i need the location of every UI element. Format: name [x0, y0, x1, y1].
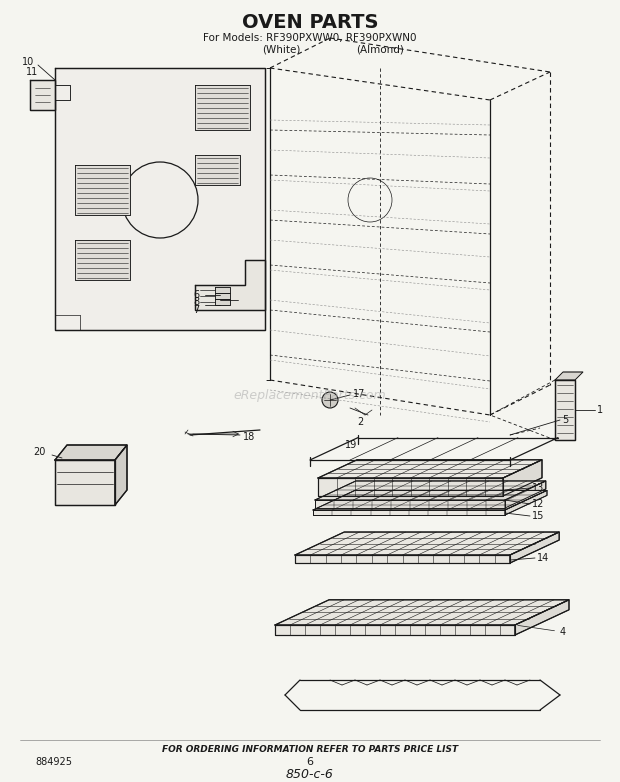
Text: 2: 2	[357, 417, 363, 427]
Polygon shape	[275, 600, 569, 625]
Text: (White): (White)	[262, 45, 300, 55]
Text: 15: 15	[532, 511, 544, 521]
Polygon shape	[215, 287, 230, 293]
Text: For Models: RF390PXWW0, RF390PXWN0: For Models: RF390PXWW0, RF390PXWN0	[203, 33, 417, 43]
Text: 884925: 884925	[35, 757, 72, 767]
Text: 6: 6	[193, 290, 199, 300]
Polygon shape	[505, 481, 546, 508]
Polygon shape	[55, 445, 127, 460]
Polygon shape	[215, 299, 230, 305]
Polygon shape	[195, 85, 250, 130]
Text: 11: 11	[26, 67, 38, 77]
Polygon shape	[275, 625, 515, 635]
Text: 12: 12	[532, 499, 544, 509]
Text: 8: 8	[193, 297, 199, 307]
Text: 850-c-6: 850-c-6	[286, 769, 334, 781]
Text: 6: 6	[306, 757, 314, 767]
Polygon shape	[75, 240, 130, 280]
Text: (Almond): (Almond)	[356, 45, 404, 55]
Polygon shape	[30, 80, 55, 110]
Text: OVEN PARTS: OVEN PARTS	[242, 13, 378, 31]
Polygon shape	[313, 510, 505, 515]
Polygon shape	[195, 155, 240, 185]
Polygon shape	[315, 500, 505, 508]
Text: 4: 4	[518, 626, 566, 637]
Polygon shape	[555, 380, 575, 440]
Polygon shape	[55, 460, 115, 505]
Text: 14: 14	[537, 553, 549, 563]
Polygon shape	[215, 293, 230, 299]
Polygon shape	[55, 68, 265, 330]
Polygon shape	[503, 460, 542, 496]
Text: 5: 5	[562, 415, 569, 425]
Text: 7: 7	[193, 305, 199, 315]
Polygon shape	[55, 68, 70, 100]
Polygon shape	[313, 490, 547, 510]
Text: 18: 18	[243, 432, 255, 442]
Text: 1: 1	[597, 405, 603, 415]
Polygon shape	[75, 165, 130, 215]
Polygon shape	[115, 445, 127, 505]
Circle shape	[322, 392, 338, 408]
Polygon shape	[318, 478, 503, 496]
Text: 17: 17	[353, 389, 365, 399]
Polygon shape	[510, 532, 559, 563]
Polygon shape	[505, 490, 547, 515]
Text: FOR ORDERING INFORMATION REFER TO PARTS PRICE LIST: FOR ORDERING INFORMATION REFER TO PARTS …	[162, 745, 458, 755]
Text: 13: 13	[532, 483, 544, 493]
Polygon shape	[195, 260, 265, 310]
Text: eReplacementParts.com: eReplacementParts.com	[234, 389, 386, 401]
Polygon shape	[555, 372, 583, 380]
Polygon shape	[315, 481, 546, 500]
Polygon shape	[295, 532, 559, 555]
Polygon shape	[295, 555, 510, 563]
Text: 20: 20	[33, 447, 45, 457]
Polygon shape	[515, 600, 569, 635]
Polygon shape	[318, 460, 542, 478]
Text: 10: 10	[22, 57, 34, 67]
Text: 19: 19	[345, 440, 357, 450]
